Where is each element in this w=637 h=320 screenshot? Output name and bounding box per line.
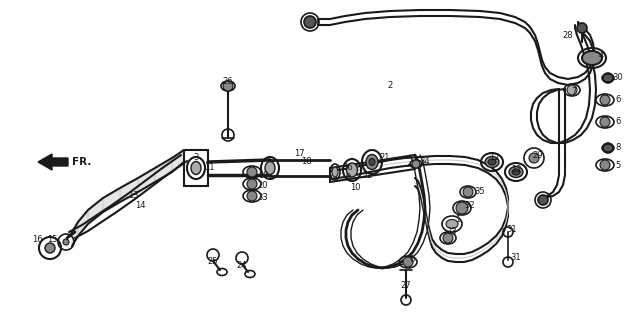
Circle shape <box>600 160 610 170</box>
Text: 16: 16 <box>32 236 42 244</box>
Text: 26: 26 <box>223 77 233 86</box>
Text: 25: 25 <box>208 258 218 267</box>
Circle shape <box>567 85 577 95</box>
Text: 28: 28 <box>562 30 573 39</box>
Text: 13: 13 <box>127 190 138 199</box>
Text: 9: 9 <box>345 173 350 182</box>
Polygon shape <box>103 188 120 212</box>
Text: 6: 6 <box>410 255 415 265</box>
Text: 30: 30 <box>613 74 624 83</box>
Text: 15: 15 <box>47 236 57 244</box>
Ellipse shape <box>366 155 378 170</box>
Circle shape <box>603 73 613 83</box>
Text: 35: 35 <box>475 188 485 196</box>
Text: 36: 36 <box>343 164 354 172</box>
Text: 4: 4 <box>598 51 604 60</box>
Text: 1: 1 <box>455 215 461 225</box>
Text: 33: 33 <box>257 193 268 202</box>
Polygon shape <box>155 158 172 182</box>
Text: 14: 14 <box>135 201 145 210</box>
Circle shape <box>529 153 539 163</box>
Ellipse shape <box>265 162 275 174</box>
Circle shape <box>443 233 453 243</box>
Text: 32: 32 <box>464 201 475 210</box>
Ellipse shape <box>582 51 602 65</box>
Text: 19: 19 <box>258 171 268 180</box>
Circle shape <box>247 167 257 177</box>
Polygon shape <box>78 210 88 236</box>
Circle shape <box>247 179 257 189</box>
Text: 34: 34 <box>420 157 431 166</box>
Ellipse shape <box>512 169 520 175</box>
Ellipse shape <box>347 163 357 177</box>
Ellipse shape <box>509 166 523 178</box>
Circle shape <box>412 160 420 168</box>
Circle shape <box>304 16 316 28</box>
Text: 20: 20 <box>258 181 268 190</box>
Text: 10: 10 <box>350 183 361 193</box>
Text: 2: 2 <box>387 81 392 90</box>
Text: 17: 17 <box>294 148 304 157</box>
Text: FR.: FR. <box>72 157 91 167</box>
Text: 6: 6 <box>615 95 620 105</box>
Polygon shape <box>138 168 155 192</box>
Circle shape <box>577 23 587 33</box>
Ellipse shape <box>485 156 499 167</box>
Text: 5: 5 <box>615 161 620 170</box>
Text: 11: 11 <box>204 164 214 172</box>
Ellipse shape <box>446 220 458 228</box>
Ellipse shape <box>332 167 338 177</box>
Text: 12: 12 <box>511 165 521 174</box>
Ellipse shape <box>488 159 496 165</box>
Polygon shape <box>172 150 184 172</box>
Circle shape <box>223 81 233 91</box>
Text: 3: 3 <box>193 154 199 163</box>
Text: 27: 27 <box>401 281 412 290</box>
Text: 31: 31 <box>511 253 521 262</box>
Polygon shape <box>120 178 138 202</box>
Text: 29: 29 <box>533 150 543 159</box>
Text: 22: 22 <box>362 171 373 180</box>
Circle shape <box>247 191 257 201</box>
Polygon shape <box>72 222 78 246</box>
Text: 18: 18 <box>301 157 311 166</box>
Ellipse shape <box>369 158 375 165</box>
Circle shape <box>403 257 413 267</box>
Text: 24: 24 <box>237 260 247 269</box>
Circle shape <box>600 95 610 105</box>
Text: 8: 8 <box>615 143 620 153</box>
Circle shape <box>45 243 55 253</box>
Circle shape <box>603 143 613 153</box>
Circle shape <box>463 187 473 197</box>
FancyArrow shape <box>38 154 68 170</box>
Polygon shape <box>88 198 103 224</box>
Text: 21: 21 <box>380 154 390 163</box>
Circle shape <box>63 239 69 245</box>
Circle shape <box>456 202 468 214</box>
Text: 23: 23 <box>447 228 457 236</box>
Text: 31: 31 <box>506 226 517 235</box>
Ellipse shape <box>191 162 201 174</box>
Text: 6: 6 <box>615 117 620 126</box>
Circle shape <box>538 195 548 205</box>
Text: 12: 12 <box>489 154 499 163</box>
Circle shape <box>600 117 610 127</box>
Text: 7: 7 <box>571 87 576 97</box>
